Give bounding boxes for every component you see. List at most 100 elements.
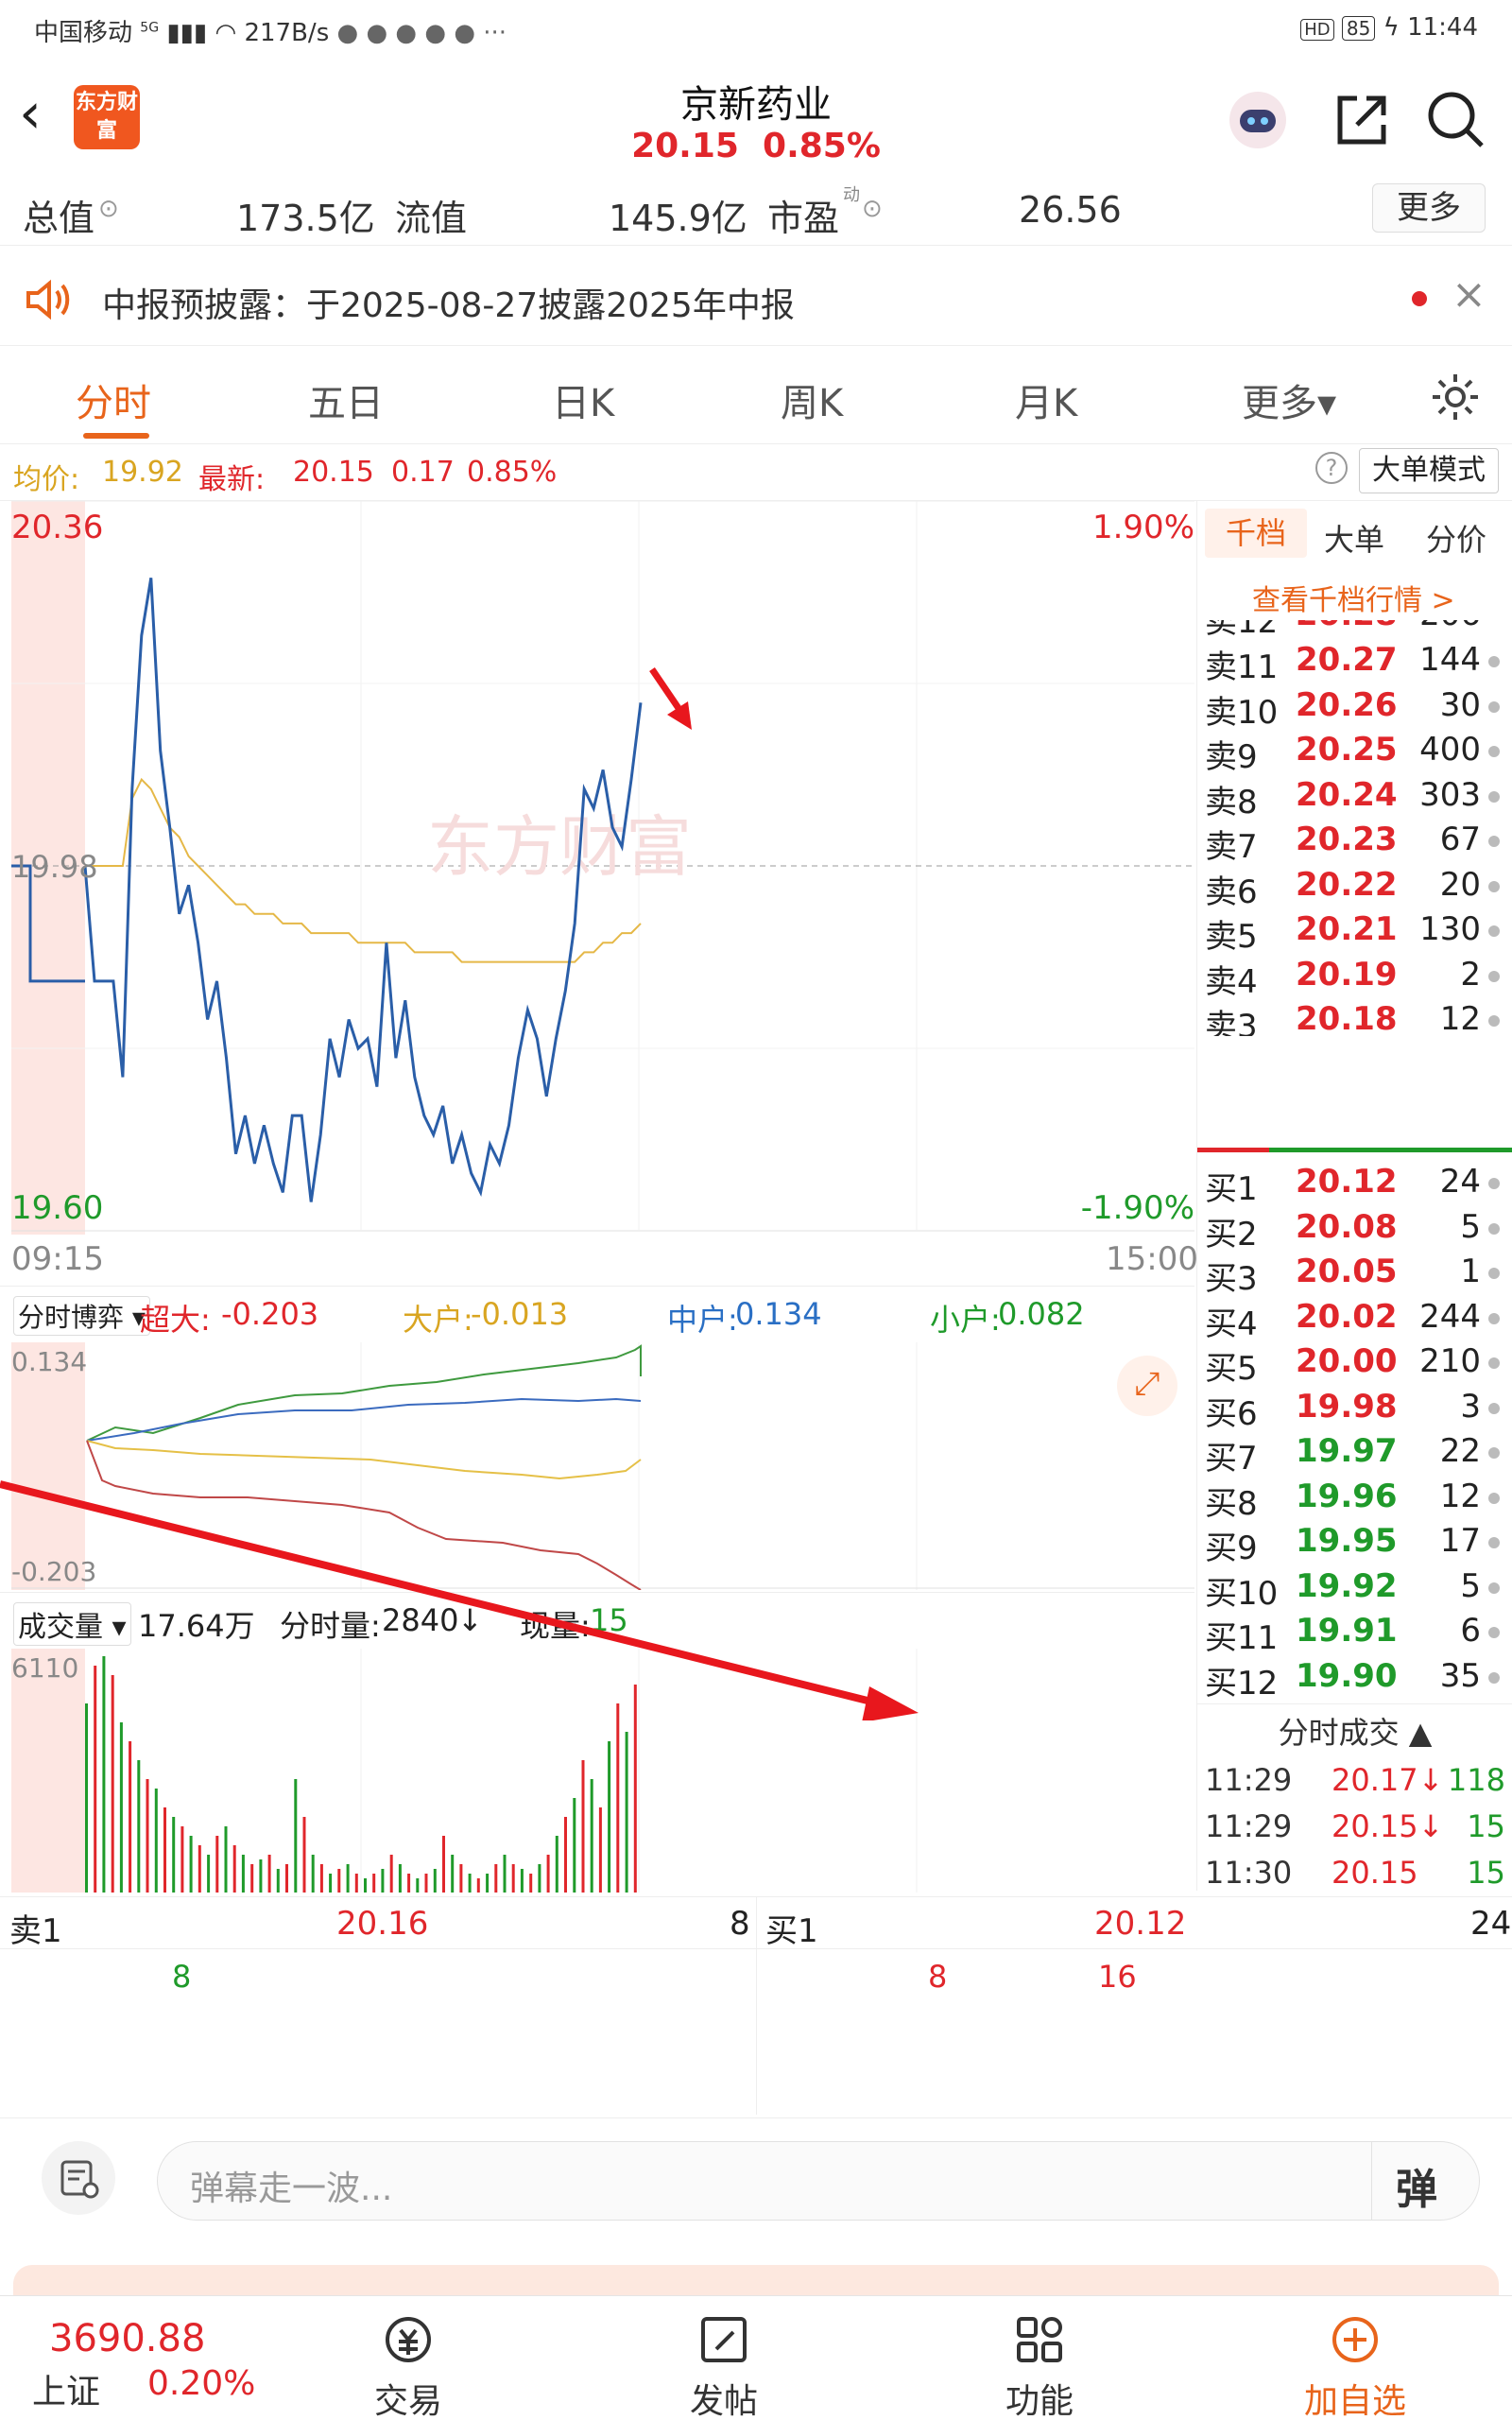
notice-text: 中报预披露：于2025-08-27披露2025年中报 [102,286,795,325]
ask-price: 20.26 [1296,685,1398,724]
volume-bar [573,1798,576,1893]
bid-price: 20.12 [1296,1163,1398,1201]
pct-low-label: -1.90% [1080,1189,1194,1227]
annotation-red-arrow-small [649,667,692,730]
app-logo[interactable]: 东方财富 [74,85,140,149]
volume-bar [364,1878,367,1893]
volume-bar [468,1874,472,1893]
ask-row[interactable]: 卖4 20.19 2 [1205,956,1505,1001]
view-thousand-link[interactable]: 查看千档行情 > [1252,584,1455,617]
notice-banner[interactable]: 中报预披露：于2025-08-27披露2025年中报 × [0,255,1512,346]
add-icon [1261,2309,1450,2374]
ask-row[interactable]: 卖5 20.21 130 [1205,910,1505,956]
bid-row[interactable]: 买11 19.91 6 [1205,1612,1505,1657]
back-icon[interactable]: ‹ [19,80,42,147]
share-icon[interactable] [1329,87,1395,153]
tab-monthly-k[interactable]: 月K [1015,382,1078,425]
volume-bar [590,1779,593,1893]
stock-price: 20.15 [631,127,739,165]
fund-flow-dropdown[interactable]: 分时博弈 ▾ [13,1296,150,1336]
volume-dropdown[interactable]: 成交量 ▾ [13,1602,131,1646]
volume-bar [555,1836,558,1893]
total-value-info-icon[interactable]: ⊙ [98,195,119,223]
tab-more[interactable]: 更多▾ [1242,382,1337,425]
tab-big-order[interactable]: 大单 [1324,522,1385,558]
large-label: 大户: [403,1302,473,1338]
ask-row[interactable]: 卖6 20.22 20 [1205,866,1505,911]
ask-level: 卖9 [1205,738,1258,776]
danmaku-input[interactable]: 弹幕走一波... 弹 [157,2141,1480,2221]
stats-more-button[interactable]: 更多 [1372,183,1486,233]
bid-row[interactable]: 买9 19.95 17 [1205,1522,1505,1567]
danmaku-settings-icon[interactable] [42,2141,115,2215]
ask-row[interactable]: 卖8 20.24 303 [1205,776,1505,821]
index-ticker[interactable]: 3690.88 上证 0.20% [19,2296,265,2420]
settings-gear-icon[interactable] [1427,369,1484,429]
tab-five-day[interactable]: 五日 [308,382,384,425]
bid-qty: 17 [1439,1522,1481,1560]
robot-avatar-icon[interactable] [1225,87,1291,153]
ask-row[interactable]: 卖7 20.23 67 [1205,821,1505,866]
bid-row[interactable]: 买4 20.02 244 [1205,1298,1505,1343]
volume-chart[interactable]: 6110 [11,1649,1194,1893]
nav-trade[interactable]: 交易 [314,2309,503,2420]
bid-row[interactable]: 买8 19.96 12 [1205,1478,1505,1523]
volume-bar [546,1855,550,1893]
volume-bar [250,1864,254,1893]
tab-weekly-k[interactable]: 周K [781,382,844,425]
price-chart[interactable]: 东方财富 20.36 19.60 1.90% -1.90% 19.98 [11,501,1194,1235]
bid-level: 买6 [1205,1394,1258,1433]
ask-level: 卖8 [1205,783,1258,821]
nav-add-watchlist[interactable]: 加自选 [1261,2309,1450,2420]
fund-flow-svg [11,1342,1194,1590]
tab-price-distribution[interactable]: 分价 [1426,522,1487,558]
bid-row[interactable]: 买2 20.08 5 [1205,1208,1505,1253]
danmaku-send-button[interactable]: 弹 [1396,2166,1437,2214]
bid-qty: 6 [1460,1612,1481,1650]
nav-functions[interactable]: 功能 [945,2309,1134,2420]
bid-price: 19.91 [1296,1612,1398,1650]
volume-bar [511,1864,515,1893]
volume-bar [381,1869,385,1893]
minute-vol-label: 分时量: [280,1608,381,1644]
fund-flow-chart[interactable]: 0.134 -0.203 ⤢ [11,1342,1194,1590]
volume-bar [294,1779,298,1893]
ask-row[interactable]: 卖11 20.27 144 [1205,641,1505,686]
volume-bar [207,1855,211,1893]
queue-detail: 8 8 16 [0,1949,1512,2116]
volume-bar [398,1864,402,1893]
bid-row[interactable]: 买5 20.00 210 [1205,1342,1505,1388]
nav-post[interactable]: 发帖 [629,2309,818,2420]
bid-row[interactable]: 买10 19.92 5 [1205,1566,1505,1613]
bid-level: 买7 [1205,1440,1258,1478]
bid-row[interactable]: 买6 19.98 3 [1205,1388,1505,1433]
tab-daily-k[interactable]: 日K [552,382,615,425]
tab-active-indicator [83,433,149,439]
ask-level: 卖10 [1205,693,1279,732]
bid-row[interactable]: 买12 19.90 35 [1205,1657,1505,1703]
bid-price: 20.00 [1296,1342,1398,1380]
volume-bar [337,1869,341,1893]
ask-row[interactable]: 卖9 20.25 400 [1205,731,1505,776]
help-icon[interactable]: ? [1315,452,1348,484]
tab-intraday[interactable]: 分时 [76,382,151,425]
fund-flow-y-top: 0.134 [11,1346,88,1377]
bid-level: 买5 [1205,1350,1258,1388]
bid-row[interactable]: 买3 20.05 1 [1205,1253,1505,1298]
bid-price: 19.92 [1296,1566,1398,1605]
bid-row[interactable]: 买1 20.12 24 [1205,1163,1505,1208]
expand-icon[interactable]: ⤢ [1117,1356,1177,1416]
ask-row[interactable]: 卖3 20.18 12 [1205,1000,1505,1036]
order-book-panel: 千档 大单 分价 查看千档行情 > 卖1220.28206 卖1120.2714… [1196,501,1512,1891]
ask-row[interactable]: 卖10 20.26 30 [1205,685,1505,732]
bid-row[interactable]: 买7 19.97 22 [1205,1432,1505,1478]
trade-time: 11:30 [1205,1855,1293,1891]
search-icon[interactable] [1423,87,1489,153]
tab-thousand-level[interactable]: 千档 [1205,509,1307,558]
bid-level: 买2 [1205,1215,1258,1253]
pe-info-icon[interactable]: ⊙ [862,195,883,223]
series-avg-line [85,777,642,963]
big-order-mode-button[interactable]: 大单模式 [1359,448,1499,493]
trades-title[interactable]: 分时成交 ▲ [1197,1703,1512,1760]
close-icon[interactable]: × [1452,270,1486,319]
